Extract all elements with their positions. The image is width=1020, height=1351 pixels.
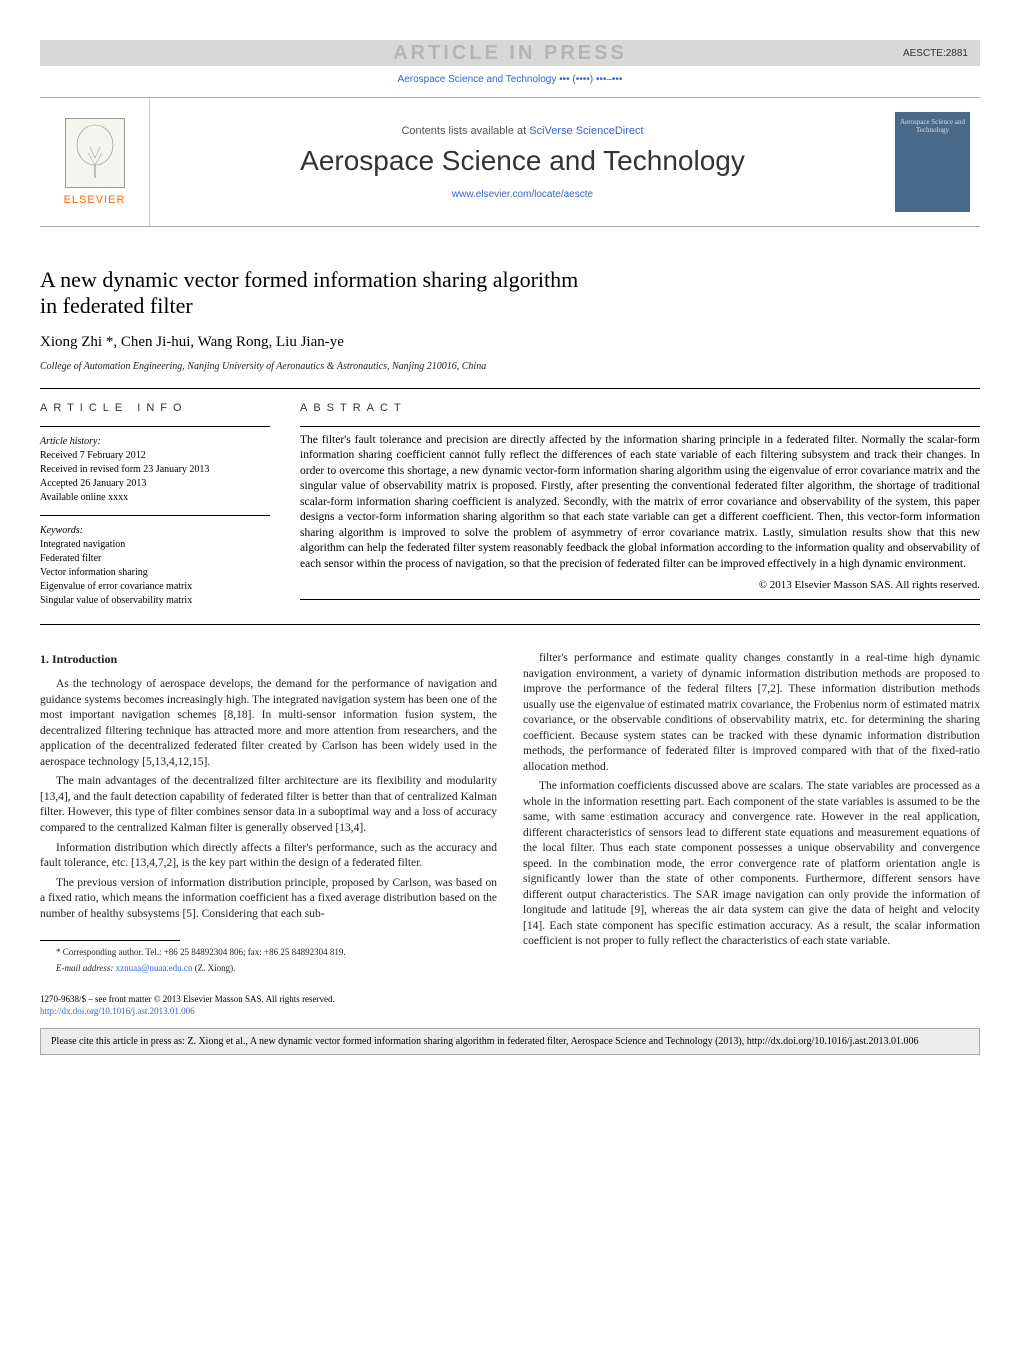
- body-paragraph: The main advantages of the decentralized…: [40, 774, 497, 836]
- body-paragraph: The previous version of information dist…: [40, 876, 497, 923]
- info-abstract-row: ARTICLE INFO Article history: Received 7…: [40, 401, 980, 608]
- abstract-rule: [300, 426, 980, 427]
- keyword: Integrated navigation: [40, 538, 270, 552]
- body-paragraph: filter's performance and estimate qualit…: [523, 651, 980, 775]
- journal-url-link[interactable]: www.elsevier.com/locate/aescte: [452, 189, 593, 200]
- email-label: E-mail address:: [56, 963, 116, 973]
- body-paragraph: As the technology of aerospace develops,…: [40, 677, 497, 770]
- body-paragraph: The information coefficients discussed a…: [523, 779, 980, 950]
- history-revised: Received in revised form 23 January 2013: [40, 463, 270, 477]
- body-right-column: filter's performance and estimate qualit…: [523, 651, 980, 978]
- author-list: Xiong Zhi *, Chen Ji-hui, Wang Rong, Liu…: [40, 334, 344, 350]
- email-suffix: (Z. Xiong).: [192, 963, 235, 973]
- corresponding-author-footnote: * Corresponding author. Tel.: +86 25 848…: [40, 947, 497, 959]
- sciencedirect-link[interactable]: SciVerse ScienceDirect: [529, 125, 643, 137]
- authors: Xiong Zhi *, Chen Ji-hui, Wang Rong, Liu…: [40, 334, 980, 351]
- info-rule: [40, 515, 270, 516]
- article-title: A new dynamic vector formed information …: [40, 267, 980, 320]
- keyword: Federated filter: [40, 552, 270, 566]
- history-accepted: Accepted 26 January 2013: [40, 477, 270, 491]
- keywords-head: Keywords:: [40, 524, 270, 538]
- section-heading: 1. Introduction: [40, 651, 497, 667]
- abstract-text: The filter's fault tolerance and precisi…: [300, 433, 980, 573]
- elsevier-tree-icon: [65, 118, 125, 188]
- abstract-heading: ABSTRACT: [300, 401, 980, 416]
- title-line1: A new dynamic vector formed information …: [40, 267, 578, 292]
- section-divider: [40, 624, 980, 625]
- doi-link[interactable]: http://dx.doi.org/10.1016/j.ast.2013.01.…: [40, 1006, 195, 1016]
- body-paragraph: Information distribution which directly …: [40, 841, 497, 872]
- keyword: Singular value of observability matrix: [40, 594, 270, 608]
- footnote-separator: [40, 940, 180, 941]
- front-matter-line: 1270-9638/$ – see front matter © 2013 El…: [40, 994, 980, 1006]
- section-divider: [40, 388, 980, 389]
- title-line2: in federated filter: [40, 293, 193, 318]
- article-history-head: Article history:: [40, 435, 270, 449]
- cover-label: Aerospace Science and Technology: [900, 118, 965, 134]
- article-id: AESCTE:2881: [903, 48, 968, 59]
- header-center: Contents lists available at SciVerse Sci…: [150, 125, 895, 200]
- journal-header: ELSEVIER Contents lists available at Sci…: [40, 97, 980, 227]
- elsevier-text: ELSEVIER: [64, 194, 126, 206]
- journal-cover-thumbnail: Aerospace Science and Technology: [895, 112, 970, 212]
- citation-text: Please cite this article in press as: Z.…: [51, 1036, 919, 1047]
- contents-available: Contents lists available at SciVerse Sci…: [150, 125, 895, 137]
- email-footnote: E-mail address: xznuaa@nuaa.edu.cn (Z. X…: [40, 963, 497, 975]
- journal-citation-line: Aerospace Science and Technology ••• (••…: [40, 74, 980, 85]
- doi-block: 1270-9638/$ – see front matter © 2013 El…: [40, 994, 980, 1017]
- info-rule: [40, 426, 270, 427]
- abstract-column: ABSTRACT The filter's fault tolerance an…: [300, 401, 980, 608]
- affiliation: College of Automation Engineering, Nanji…: [40, 361, 980, 372]
- article-info-column: ARTICLE INFO Article history: Received 7…: [40, 401, 270, 608]
- article-in-press-bar: ARTICLE IN PRESS AESCTE:2881: [40, 40, 980, 66]
- contents-prefix: Contents lists available at: [401, 125, 529, 137]
- journal-title: Aerospace Science and Technology: [150, 145, 895, 177]
- abstract-rule-bottom: [300, 599, 980, 600]
- article-info-heading: ARTICLE INFO: [40, 401, 270, 416]
- history-online: Available online xxxx: [40, 491, 270, 505]
- press-text: ARTICLE IN PRESS: [393, 42, 627, 65]
- citation-box: Please cite this article in press as: Z.…: [40, 1028, 980, 1055]
- body-left-column: 1. Introduction As the technology of aer…: [40, 651, 497, 978]
- history-received: Received 7 February 2012: [40, 449, 270, 463]
- keyword: Vector information sharing: [40, 566, 270, 580]
- keyword: Eigenvalue of error covariance matrix: [40, 580, 270, 594]
- email-link[interactable]: xznuaa@nuaa.edu.cn: [116, 963, 193, 973]
- body-columns: 1. Introduction As the technology of aer…: [40, 651, 980, 978]
- elsevier-logo: ELSEVIER: [40, 98, 150, 226]
- abstract-copyright: © 2013 Elsevier Masson SAS. All rights r…: [300, 578, 980, 593]
